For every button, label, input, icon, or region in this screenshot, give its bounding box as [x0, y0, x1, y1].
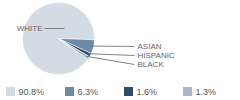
- svg-text:90.8%: 90.8%: [19, 87, 45, 97]
- svg-text:ASIAN: ASIAN: [138, 42, 162, 51]
- svg-text:WHITE: WHITE: [17, 24, 43, 33]
- svg-text:6.3%: 6.3%: [78, 87, 99, 97]
- svg-text:BLACK: BLACK: [138, 60, 165, 69]
- svg-text:1.3%: 1.3%: [196, 87, 217, 97]
- svg-text:HISPANIC: HISPANIC: [138, 51, 175, 60]
- svg-text:1.6%: 1.6%: [137, 87, 158, 97]
